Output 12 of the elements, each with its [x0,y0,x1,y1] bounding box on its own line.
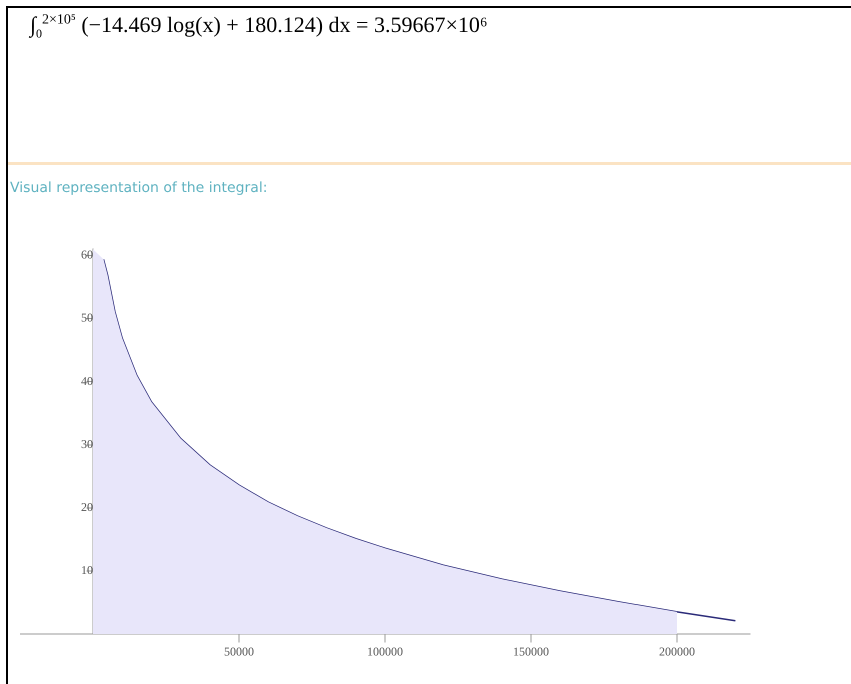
y-tick-label: 30 [81,436,93,451]
x-tick-label: 200000 [659,644,695,658]
x-tick-label: 150000 [513,644,549,658]
y-tick-label: 10 [81,563,93,578]
y-tick-label: 20 [81,500,93,514]
x-tick-label: 50000 [224,644,254,658]
x-tick-label: 100000 [367,644,403,658]
y-tick-label: 40 [81,374,93,388]
y-tick-label: 50 [81,310,93,325]
chart-title: ∫$_{0}$$^{2×10⁵}$ (−14.469 log(x) + 180.124) dx = 3.59667×10⁶ [30,12,488,42]
y-tick-label: 60 [81,248,93,262]
chart-subtitle: Visual representation of the integral: [10,180,268,196]
